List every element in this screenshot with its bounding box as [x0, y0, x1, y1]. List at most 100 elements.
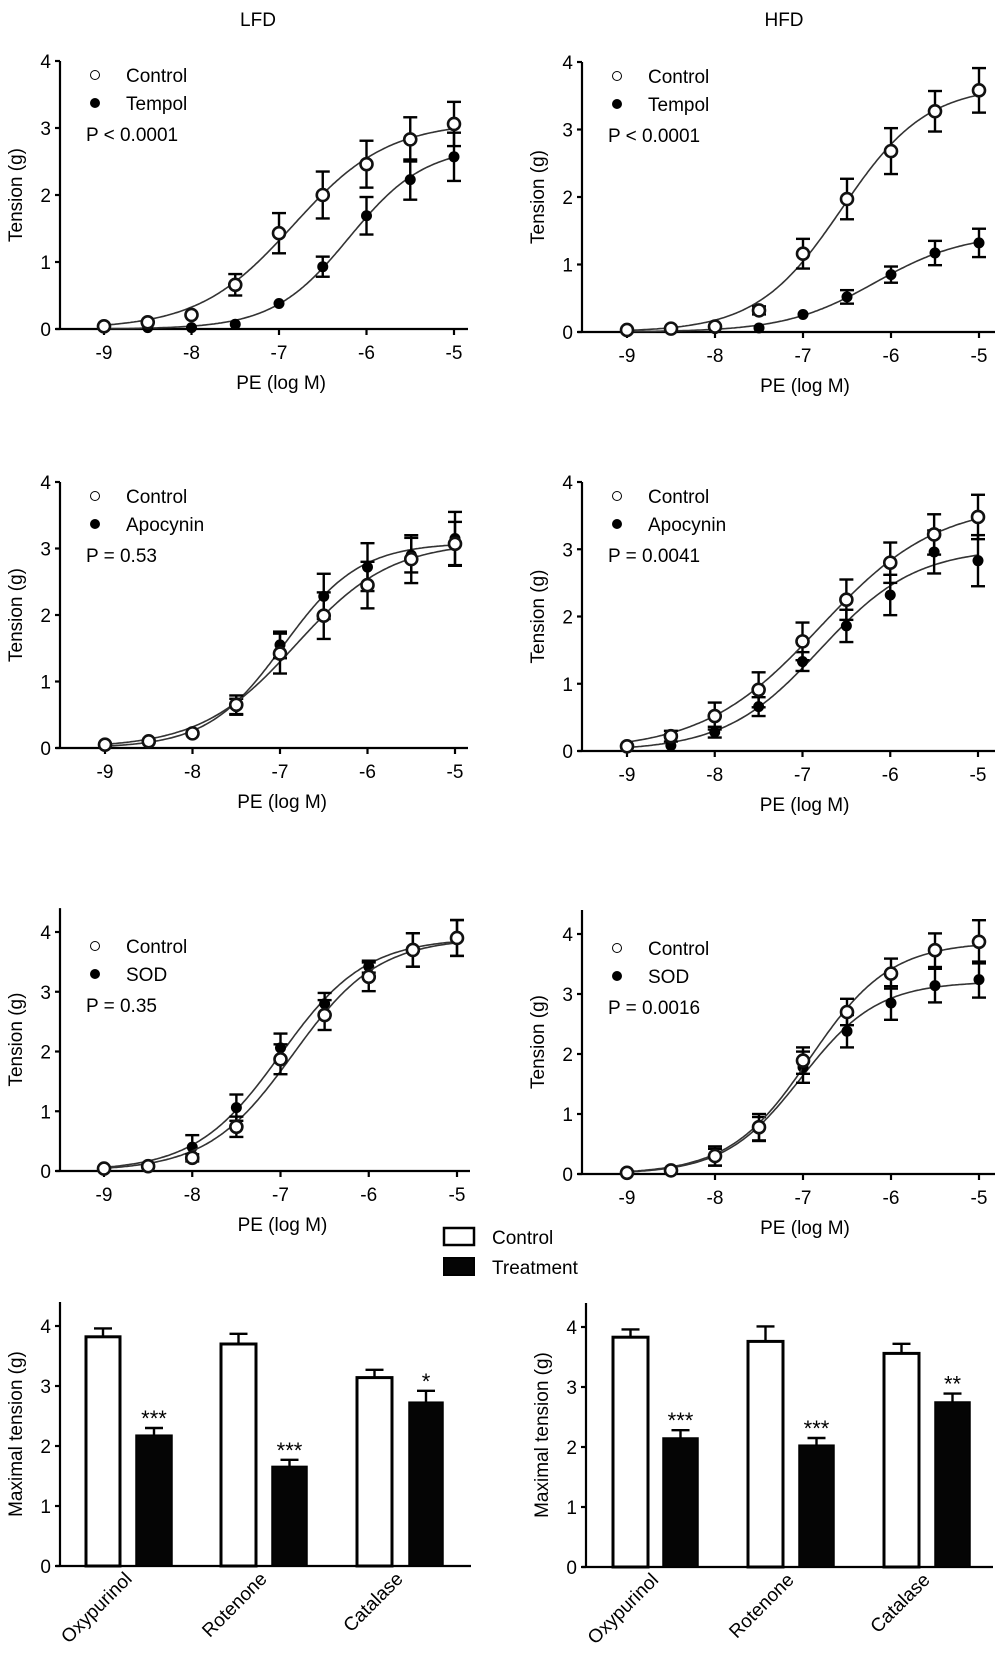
- data-point-treatment: [448, 151, 460, 163]
- legend-filled-circle-icon: [90, 969, 100, 979]
- y-tick-label: 4: [562, 53, 573, 74]
- x-tick-label: -6: [883, 346, 900, 367]
- x-axis-label: PE (log M): [760, 376, 850, 397]
- data-point-control: [184, 1150, 200, 1166]
- y-tick-label: 1: [40, 1497, 51, 1518]
- y-tick-label: 3: [40, 983, 51, 1004]
- y-tick-label: 4: [40, 923, 51, 944]
- y-tick-label: 2: [40, 1043, 51, 1064]
- data-point-treatment: [973, 974, 985, 986]
- x-tick-label: -9: [96, 1185, 113, 1206]
- data-point-control: [315, 187, 331, 203]
- data-point-control: [883, 966, 899, 981]
- y-tick-label: 0: [566, 1558, 577, 1579]
- data-point-control: [795, 634, 810, 649]
- p-value-annotation: P < 0.0001: [608, 126, 700, 147]
- legend-filled-circle-icon: [612, 971, 622, 981]
- legend-label: Tempol: [126, 94, 187, 115]
- legend-swatch-control: [442, 1226, 476, 1247]
- y-axis-label: Maximal tension (g): [532, 1352, 553, 1518]
- data-point-control: [141, 734, 157, 749]
- significance-marker: *: [422, 1369, 431, 1394]
- x-tick-label: -9: [619, 346, 636, 367]
- data-point-control: [707, 1148, 723, 1164]
- data-point-treatment: [929, 247, 941, 259]
- y-tick-label: 3: [40, 540, 51, 561]
- y-tick-label: 1: [40, 673, 51, 694]
- y-tick-label: 3: [40, 119, 51, 140]
- category-label: Catalase: [340, 1569, 408, 1637]
- y-tick-label: 4: [562, 473, 573, 494]
- y-tick-label: 0: [40, 739, 51, 760]
- y-tick-label: 4: [562, 925, 573, 946]
- y-tick-label: 3: [562, 121, 573, 142]
- y-tick-label: 4: [40, 1317, 51, 1338]
- y-tick-label: 4: [40, 473, 51, 494]
- column-title-lfd: LFD: [240, 10, 276, 31]
- y-tick-label: 1: [562, 1105, 573, 1126]
- x-tick-label: -7: [272, 1185, 289, 1206]
- data-point-control: [449, 930, 465, 946]
- x-axis-label: PE (log M): [236, 373, 326, 394]
- bar-control: [611, 1335, 650, 1569]
- y-tick-label: 0: [40, 320, 51, 341]
- data-point-control: [96, 1161, 112, 1176]
- bar-treatment: [408, 1401, 444, 1567]
- legend-filled-circle-icon: [90, 519, 100, 529]
- x-tick-label: -5: [447, 762, 464, 783]
- panel-lfd-sod: 0 1 2 3 4 Tension (g) -9 -8 -7 -6 -5 PE (log M) Cont…: [6, 908, 470, 1236]
- data-point-control: [447, 536, 463, 552]
- data-point-control: [970, 509, 986, 525]
- legend-label: Control: [126, 66, 187, 87]
- data-point-control: [272, 646, 288, 661]
- data-point-control: [402, 132, 418, 147]
- x-axis-label: PE (log M): [760, 795, 850, 816]
- legend-filled-circle-icon: [90, 98, 100, 108]
- x-tick-label: -6: [359, 762, 376, 783]
- data-point-control: [971, 83, 987, 98]
- data-point-control: [619, 1165, 635, 1181]
- data-point-control: [882, 555, 898, 571]
- x-tick-label: -8: [184, 1185, 201, 1206]
- x-tick-label: -7: [795, 346, 812, 367]
- data-point-control: [316, 608, 332, 623]
- legend-open-circle-icon: [90, 941, 100, 951]
- data-point-treatment: [753, 322, 765, 334]
- y-tick-label: 4: [40, 52, 51, 73]
- legend-label: Apocynin: [126, 515, 204, 536]
- bar-control: [882, 1351, 921, 1569]
- legend-swatch-treatment: [443, 1257, 475, 1276]
- data-point-treatment: [230, 1102, 242, 1114]
- legend-label: Control: [126, 937, 187, 958]
- data-point-treatment: [841, 1025, 853, 1037]
- panel-lfd-tempol: 0 1 2 3 4 Tension (g) -9 -8 -7 -6 -5 PE (log M) Cont…: [6, 52, 468, 394]
- significance-marker: **: [944, 1372, 962, 1397]
- y-tick-label: 2: [562, 608, 573, 629]
- x-tick-label: -6: [883, 1188, 900, 1209]
- data-point-control: [140, 1158, 156, 1174]
- data-point-control: [663, 1163, 679, 1178]
- legend-label: Apocynin: [648, 515, 726, 536]
- legend-label: Control: [648, 939, 709, 960]
- y-axis-label: Tension (g): [6, 148, 27, 242]
- legend-label-treatment: Treatment: [492, 1258, 579, 1279]
- data-point-control: [707, 708, 723, 724]
- data-point-control: [839, 191, 855, 207]
- y-tick-label: 0: [40, 1162, 51, 1183]
- data-point-control: [405, 942, 421, 958]
- x-axis-label: PE (log M): [237, 792, 327, 813]
- data-point-treatment: [841, 291, 853, 303]
- data-point-control: [228, 697, 244, 713]
- data-point-control: [927, 942, 943, 958]
- x-tick-label: -8: [707, 1188, 724, 1209]
- data-point-control: [619, 738, 635, 754]
- data-point-control: [707, 319, 723, 334]
- data-point-control: [360, 577, 375, 593]
- x-tick-label: -8: [706, 765, 723, 786]
- data-point-control: [663, 321, 679, 336]
- x-tick-label: -9: [619, 1188, 636, 1209]
- panels: 0 1 2 3 4 Tension (g) -9 -8 -7 -6 -5 PE (log M) Cont…: [6, 52, 995, 1649]
- p-value-annotation: P = 0.35: [86, 996, 157, 1017]
- x-tick-label: -9: [619, 765, 636, 786]
